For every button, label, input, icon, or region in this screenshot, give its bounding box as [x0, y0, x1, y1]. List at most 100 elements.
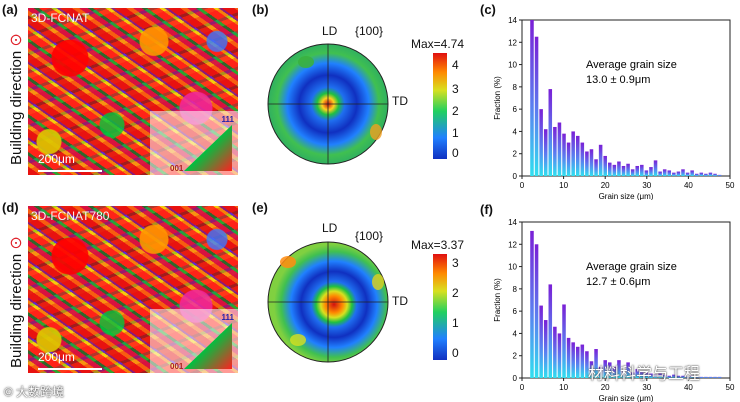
- histogram-bar: [713, 173, 717, 176]
- histogram-bar: [694, 376, 699, 378]
- histogram-bar: [662, 169, 667, 176]
- pole-figure-b: [267, 43, 389, 165]
- histogram-bar: [653, 160, 658, 176]
- panel-e-label: (e): [252, 200, 268, 215]
- scale-bar-text-d: 200μm: [38, 350, 75, 364]
- x-axis-label: Grain size (μm): [599, 394, 654, 402]
- histogram-bar: [690, 170, 694, 176]
- panel-b-label: (b): [252, 2, 269, 17]
- histogram-bar: [566, 337, 571, 378]
- histogram-bar: [694, 173, 699, 176]
- histogram-bar: [594, 349, 598, 378]
- histogram-bar: [621, 165, 626, 176]
- ipf-triangle-icon: [184, 125, 232, 171]
- building-direction-text: Building direction: [8, 253, 25, 368]
- histogram-f: 0 2 4 6 8 10 12 14 0 10 20 30 40 50 Grain size (μm) Fra…: [493, 218, 735, 402]
- histogram-bar: [699, 172, 704, 176]
- histogram-bar: [557, 333, 562, 378]
- ipf-key-box-d: 111 001: [150, 309, 238, 373]
- histogram-bar: [667, 375, 672, 378]
- cbar-tick: 3: [452, 82, 459, 96]
- colorbar-b: [433, 53, 447, 159]
- histogram-bar: [557, 122, 562, 176]
- plane-label-b: {100}: [355, 24, 384, 38]
- ebsd-map-a: 3D-FCNAT 111 001 200μm: [28, 8, 238, 175]
- histogram-bar: [649, 167, 653, 176]
- histogram-bar: [685, 376, 690, 378]
- annotation-line-2: 12.7 ± 0.6μm: [586, 276, 650, 288]
- y-tick-label: 10: [508, 263, 517, 272]
- colorbar-e: [433, 254, 447, 360]
- ld-label-b: LD: [322, 24, 338, 38]
- histogram-bar: [676, 375, 681, 378]
- cbar-tick: 1: [452, 126, 459, 140]
- histogram-bar: [717, 376, 722, 378]
- y-tick-label: 6: [513, 307, 518, 316]
- histogram-bar: [640, 371, 644, 378]
- panel-f-label: (f): [480, 202, 493, 217]
- plane-label-e: {100}: [355, 229, 384, 243]
- scale-bar-d: [38, 368, 102, 370]
- histogram-bar: [543, 129, 548, 176]
- histogram-bar: [617, 161, 621, 176]
- histogram-bar: [548, 89, 553, 176]
- histogram-bar: [713, 376, 717, 378]
- histogram-bar: [575, 135, 580, 176]
- y-tick-label: 8: [513, 83, 518, 92]
- ebsd-map-d: 3D-FCNAT780 111 001 200μm: [28, 206, 238, 373]
- histogram-bar: [640, 164, 644, 176]
- histogram-bar: [553, 126, 557, 176]
- histogram-bar: [608, 162, 612, 176]
- ipf-triangle-icon: [184, 323, 232, 369]
- histogram-bar: [617, 360, 621, 378]
- ipf-label-111: 111: [221, 313, 234, 322]
- histogram-bar: [580, 142, 585, 176]
- histogram-bar: [667, 170, 672, 176]
- watermark-left: © 大数跨境: [4, 385, 65, 399]
- td-label-e: TD: [392, 294, 408, 308]
- histogram-bar: [571, 342, 575, 378]
- y-tick-label: 0: [513, 172, 518, 181]
- building-direction-label-d: Building direction ⊙: [6, 236, 26, 368]
- cbar-tick: 0: [452, 146, 459, 160]
- y-tick-label: 12: [508, 38, 517, 47]
- histogram-bar: [589, 361, 594, 378]
- cbar-tick: 4: [452, 58, 459, 72]
- x-tick-label: 50: [726, 383, 735, 392]
- out-of-plane-icon: ⊙: [8, 33, 25, 47]
- histogram-bar: [589, 149, 594, 176]
- histogram-bar: [653, 374, 658, 378]
- histogram-bar: [612, 164, 617, 176]
- histogram-bar: [534, 244, 539, 378]
- cbar-tick: 1: [452, 316, 459, 330]
- histogram-bar: [603, 155, 607, 176]
- histogram-c: 0 2 4 6 8 10 12 14 0 10 20 30 40 50 Grain size (μm) Fra…: [493, 16, 735, 200]
- y-tick-label: 10: [508, 61, 517, 70]
- y-axis-label: Fraction (%): [493, 76, 502, 120]
- cbar-tick: 2: [452, 104, 459, 118]
- histogram-bar: [708, 172, 713, 176]
- histogram-bar: [672, 172, 676, 176]
- ipf-label-001: 001: [170, 164, 184, 173]
- y-axis-label: Fraction (%): [493, 278, 502, 322]
- annotation-line-2: 13.0 ± 0.9μm: [586, 74, 650, 86]
- histogram-bar: [626, 163, 630, 176]
- ipf-label-111: 111: [221, 115, 234, 124]
- histogram-bar: [598, 144, 603, 176]
- histogram-bar: [562, 304, 566, 378]
- x-tick-label: 0: [520, 181, 525, 190]
- histogram-bar: [717, 174, 722, 176]
- building-direction-text: Building direction: [8, 50, 25, 165]
- x-tick-label: 0: [520, 383, 525, 392]
- x-tick-label: 10: [559, 383, 568, 392]
- building-direction-label-a: Building direction ⊙: [6, 33, 26, 165]
- histogram-bar: [575, 346, 580, 378]
- x-tick-label: 20: [601, 383, 610, 392]
- histogram-bar: [658, 171, 662, 176]
- histogram-bar: [690, 375, 694, 378]
- max-label-e: Max=3.37: [411, 238, 465, 252]
- panel-a-label: (a): [2, 2, 18, 17]
- histogram-bar: [704, 376, 708, 378]
- histogram-bar: [530, 230, 534, 378]
- y-tick-label: 4: [513, 127, 518, 136]
